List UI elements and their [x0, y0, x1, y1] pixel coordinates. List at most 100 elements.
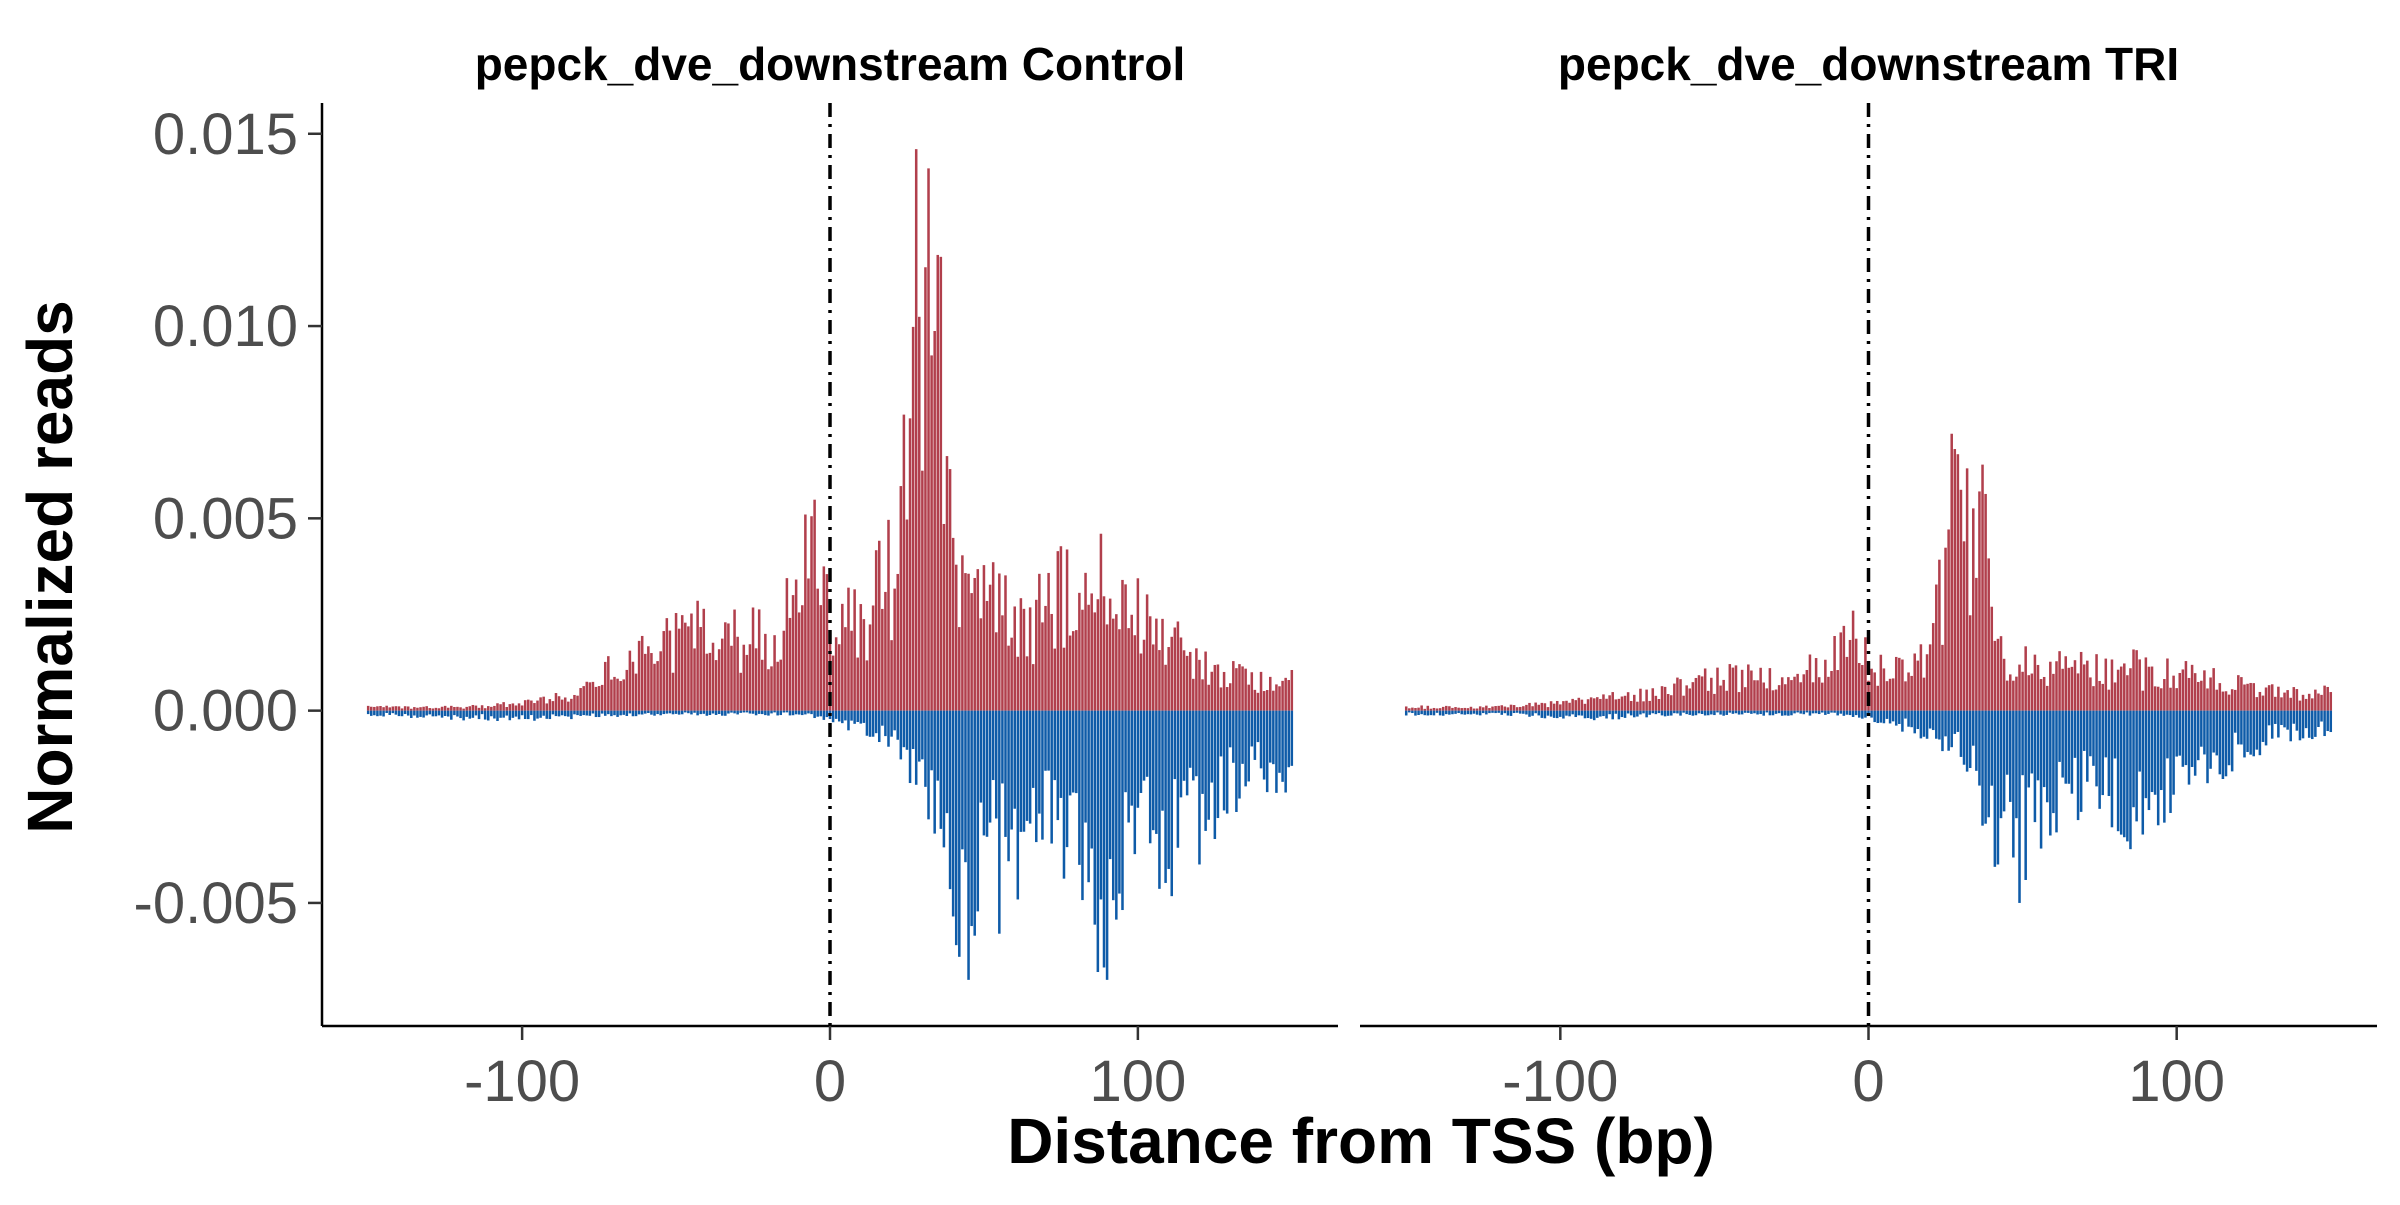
bar-negative-strand	[1435, 710, 1439, 713]
bar-negative-strand	[2027, 710, 2031, 788]
bar-negative-strand	[2280, 710, 2283, 725]
bar-positive-strand	[1216, 664, 1220, 711]
bar-negative-strand	[1050, 710, 1053, 844]
bar-negative-strand	[976, 710, 980, 912]
bar-negative-strand	[1978, 710, 1981, 786]
bar-positive-strand	[1629, 700, 1633, 711]
y-tick-label: 0.010	[153, 294, 298, 359]
bar-positive-strand	[702, 608, 706, 711]
bar-negative-strand	[2119, 710, 2123, 835]
bar-negative-strand	[699, 710, 702, 715]
bar-negative-strand	[2160, 710, 2163, 791]
bar-negative-strand	[2304, 710, 2308, 729]
bar-positive-strand	[1645, 689, 1648, 711]
bar-positive-strand	[1947, 529, 1950, 711]
bar-negative-strand	[1771, 710, 1775, 716]
bar-positive-strand	[1898, 657, 1901, 711]
bar-positive-strand	[2113, 682, 2117, 711]
bar-negative-strand	[2024, 710, 2027, 880]
bar-positive-strand	[751, 607, 755, 711]
bar-positive-strand	[1518, 706, 1522, 711]
bar-negative-strand	[1768, 710, 1772, 716]
bar-positive-strand	[1870, 668, 1873, 711]
bar-negative-strand	[1990, 710, 1994, 786]
bar-negative-strand	[1068, 710, 1072, 796]
bar-positive-strand	[1250, 672, 1254, 711]
bar-positive-strand	[2049, 661, 2052, 711]
bar-negative-strand	[400, 710, 404, 717]
bar-negative-strand	[1626, 710, 1630, 714]
bar-positive-strand	[693, 648, 696, 711]
bar-positive-strand	[791, 595, 795, 711]
bar-negative-strand	[998, 710, 1001, 934]
bar-positive-strand	[736, 636, 739, 711]
bar-negative-strand	[1127, 710, 1130, 823]
bar-positive-strand	[797, 612, 801, 711]
bar-negative-strand	[533, 710, 536, 721]
bar-negative-strand	[871, 710, 875, 737]
bar-positive-strand	[2252, 683, 2255, 711]
bar-positive-strand	[1139, 653, 1143, 711]
bar-positive-strand	[782, 630, 786, 711]
bar-positive-strand	[428, 708, 432, 711]
bar-negative-strand	[1025, 710, 1029, 821]
bar-positive-strand	[1842, 625, 1846, 711]
bar-positive-strand	[1666, 694, 1670, 711]
bar-negative-strand	[1007, 710, 1010, 862]
bar-negative-strand	[2323, 710, 2326, 737]
bar-positive-strand	[376, 706, 379, 711]
bar-positive-strand	[1552, 703, 1556, 711]
bar-negative-strand	[837, 710, 841, 722]
bar-negative-strand	[594, 710, 598, 718]
bar-negative-strand	[1682, 710, 1685, 713]
bar-positive-strand	[382, 707, 385, 711]
bar-negative-strand	[1071, 710, 1075, 793]
bar-positive-strand	[948, 469, 952, 711]
bar-positive-strand	[2104, 658, 2108, 711]
bar-negative-strand	[1053, 710, 1057, 781]
bar-negative-strand	[1488, 710, 1491, 714]
bar-negative-strand	[406, 710, 410, 716]
bar-negative-strand	[1445, 710, 1448, 715]
bar-negative-strand	[499, 710, 502, 718]
bar-negative-strand	[1956, 710, 1960, 732]
bar-negative-strand	[982, 710, 986, 836]
bar-positive-strand	[1725, 690, 1728, 711]
bar-negative-strand	[773, 710, 776, 713]
bar-negative-strand	[1734, 710, 1738, 714]
bar-negative-strand	[1090, 710, 1093, 849]
bar-positive-strand	[597, 686, 601, 711]
bar-negative-strand	[822, 710, 826, 720]
bar-negative-strand	[887, 710, 890, 747]
bar-positive-strand	[1528, 702, 1531, 711]
bar-positive-strand	[1913, 653, 1916, 711]
bar-negative-strand	[1016, 710, 1020, 900]
bar-negative-strand	[1571, 710, 1574, 715]
bar-positive-strand	[637, 640, 641, 711]
bar-negative-strand	[391, 710, 395, 714]
bar-positive-strand	[2224, 691, 2228, 711]
bar-positive-strand	[496, 703, 499, 711]
bar-positive-strand	[1559, 704, 1562, 711]
bar-positive-strand	[684, 622, 687, 711]
bar-negative-strand	[2086, 710, 2089, 782]
bar-negative-strand	[677, 710, 681, 715]
bar-positive-strand	[1423, 708, 1426, 711]
bar-negative-strand	[1802, 710, 1806, 715]
bar-negative-strand	[958, 710, 961, 957]
bar-positive-strand	[1022, 608, 1026, 711]
bar-positive-strand	[1555, 700, 1559, 711]
bar-positive-strand	[924, 267, 927, 711]
bar-positive-strand	[2144, 657, 2148, 711]
bar-negative-strand	[674, 710, 678, 714]
bar-negative-strand	[1213, 710, 1217, 840]
bar-positive-strand	[594, 686, 598, 711]
bar-negative-strand	[2301, 710, 2305, 739]
bar-negative-strand	[570, 710, 573, 720]
bar-negative-strand	[2212, 710, 2215, 753]
bar-negative-strand	[450, 710, 453, 720]
bar-negative-strand	[2289, 710, 2292, 742]
bar-negative-strand	[905, 710, 909, 750]
bar-negative-strand	[717, 710, 721, 715]
bar-negative-strand	[1608, 710, 1611, 715]
